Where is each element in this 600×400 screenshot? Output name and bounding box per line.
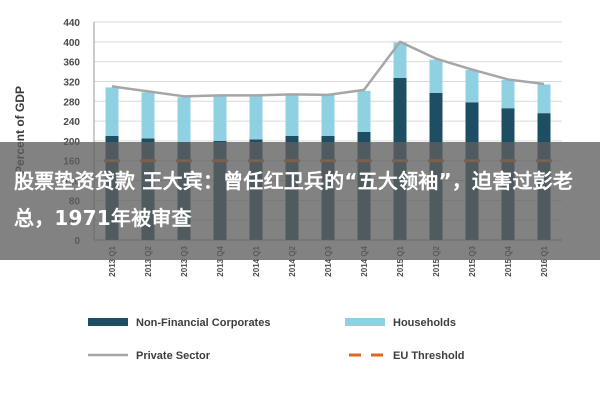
x-tick-label: 2014 Q4 — [360, 245, 369, 276]
bar-households — [285, 94, 299, 136]
x-tick-label: 2013 Q2 — [144, 245, 153, 276]
legend-swatch — [345, 318, 385, 326]
x-tick-label: 2014 Q1 — [252, 245, 261, 276]
y-tick-label: 240 — [63, 117, 80, 128]
x-tick-label: 2015 Q1 — [396, 245, 405, 276]
x-tick-label: 2013 Q1 — [108, 245, 117, 276]
legend-label: Households — [393, 317, 456, 329]
bar-households — [501, 79, 515, 109]
bar-households — [105, 87, 119, 136]
x-tick-label: 2014 Q3 — [324, 245, 333, 276]
bar-households — [429, 59, 443, 93]
bar-households — [393, 42, 407, 78]
x-tick-label: 2015 Q2 — [432, 245, 441, 276]
x-tick-label: 2013 Q3 — [180, 245, 189, 276]
y-tick-label: 400 — [63, 38, 80, 49]
private-sector-line — [111, 40, 545, 98]
x-tick-label: 2013 Q4 — [216, 245, 225, 276]
bar-households — [141, 92, 155, 139]
bar-households — [465, 70, 479, 103]
legend-label: EU Threshold — [393, 350, 465, 362]
bar-households — [177, 97, 191, 142]
x-tick-label: 2014 Q2 — [288, 245, 297, 276]
x-tick-label: 2015 Q4 — [504, 245, 513, 276]
x-axis-ticks: 2013 Q1 2013 Q2 2013 Q3 2013 Q4 2014 Q1 2014 … — [108, 245, 549, 276]
bar-households — [213, 95, 227, 141]
x-tick-label: 2016 Q1 — [540, 245, 549, 276]
headline-text[interactable]: 股票垫资贷款 王大宾：曾任红卫兵的“五大领袖”，迫害过彭老总，1971年被审查 — [14, 169, 574, 230]
headline-overlay — [0, 142, 600, 260]
bar-households — [321, 94, 335, 136]
legend-label: Non-Financial Corporates — [136, 317, 270, 329]
bar-households — [357, 90, 371, 132]
y-tick-label: 320 — [63, 77, 80, 88]
y-tick-label: 440 — [63, 18, 80, 29]
x-tick-label: 2015 Q3 — [468, 245, 477, 276]
bar-households — [537, 84, 551, 114]
legend: Non-Financial Corporates Households Privat… — [88, 317, 465, 362]
legend-swatch — [88, 318, 128, 326]
bar-households — [249, 95, 263, 140]
legend-label: Private Sector — [136, 350, 211, 362]
y-tick-label: 360 — [63, 58, 80, 69]
y-tick-label: 280 — [63, 97, 80, 108]
